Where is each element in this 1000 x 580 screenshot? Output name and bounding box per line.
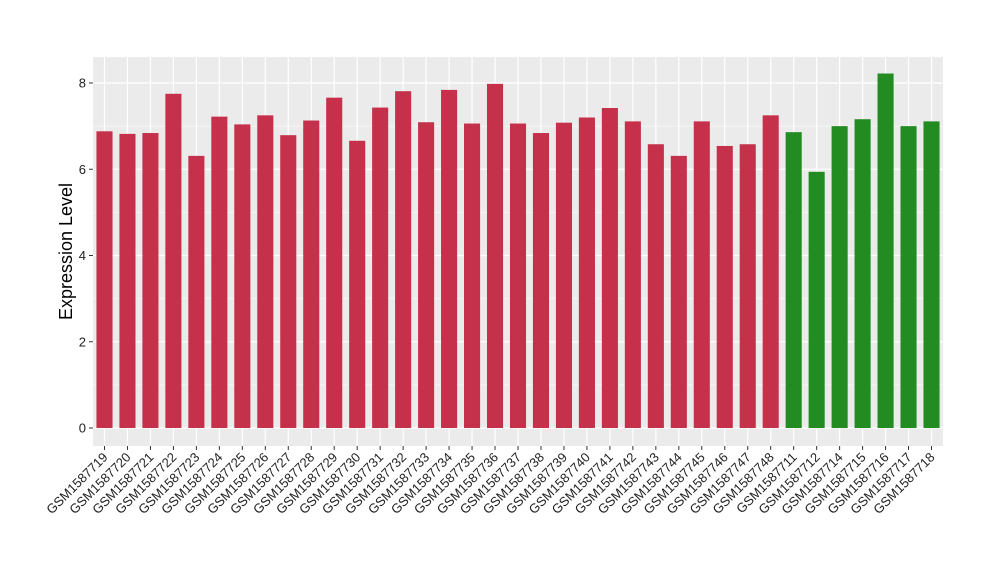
bar-GSM1587742 [624,121,641,428]
bar-GSM1587745 [693,121,710,428]
bar-GSM1587737 [509,123,527,428]
y-tick-label: 4 [79,248,86,263]
bar-GSM1587748 [762,115,779,428]
x-axis: GSM1587719GSM1587720GSM1587721GSM1587722… [43,446,938,517]
bar-GSM1587714 [831,126,848,429]
bar-GSM1587738 [532,133,550,428]
bar-GSM1587726 [257,115,274,428]
y-axis: 0 2 4 6 8 [79,76,93,436]
bar-GSM1587725 [234,124,251,429]
bar-GSM1587712 [808,171,825,428]
bar-GSM1587722 [165,93,182,428]
bar-GSM1587740 [578,117,595,428]
bar-GSM1587747 [739,144,756,429]
y-tick-label: 8 [79,76,86,91]
bar-GSM1587723 [188,155,205,428]
bar-GSM1587711 [785,132,802,428]
bar-GSM1587736 [486,83,504,429]
bar-GSM1587728 [303,120,320,429]
bar-GSM1587746 [716,145,733,428]
bar-GSM1587715 [854,119,871,428]
bar-GSM1587734 [441,89,458,429]
bar-GSM1587731 [372,107,389,428]
y-tick-label: 2 [79,334,86,349]
bar-GSM1587716 [877,73,894,428]
y-tick-label: 0 [79,421,86,436]
bar-GSM1587743 [647,144,664,429]
bar-GSM1587741 [601,108,618,428]
bar-GSM1587721 [142,133,159,428]
y-tick-label: 6 [79,162,86,177]
bar-GSM1587717 [900,126,917,429]
bar-GSM1587719 [96,131,113,429]
bar-GSM1587730 [349,140,366,429]
bar-GSM1587729 [326,97,343,428]
bar-GSM1587735 [464,123,481,428]
bar-GSM1587727 [280,135,297,428]
bar-GSM1587739 [555,122,572,429]
bar-GSM1587720 [119,133,136,428]
bar-GSM1587724 [211,116,228,428]
bar-GSM1587733 [418,122,435,429]
bar-GSM1587744 [670,155,687,428]
y-axis-title: Expression Level [56,183,76,320]
bar-GSM1587732 [395,91,412,428]
bar-GSM1587718 [923,121,940,428]
bars-group [96,73,940,429]
